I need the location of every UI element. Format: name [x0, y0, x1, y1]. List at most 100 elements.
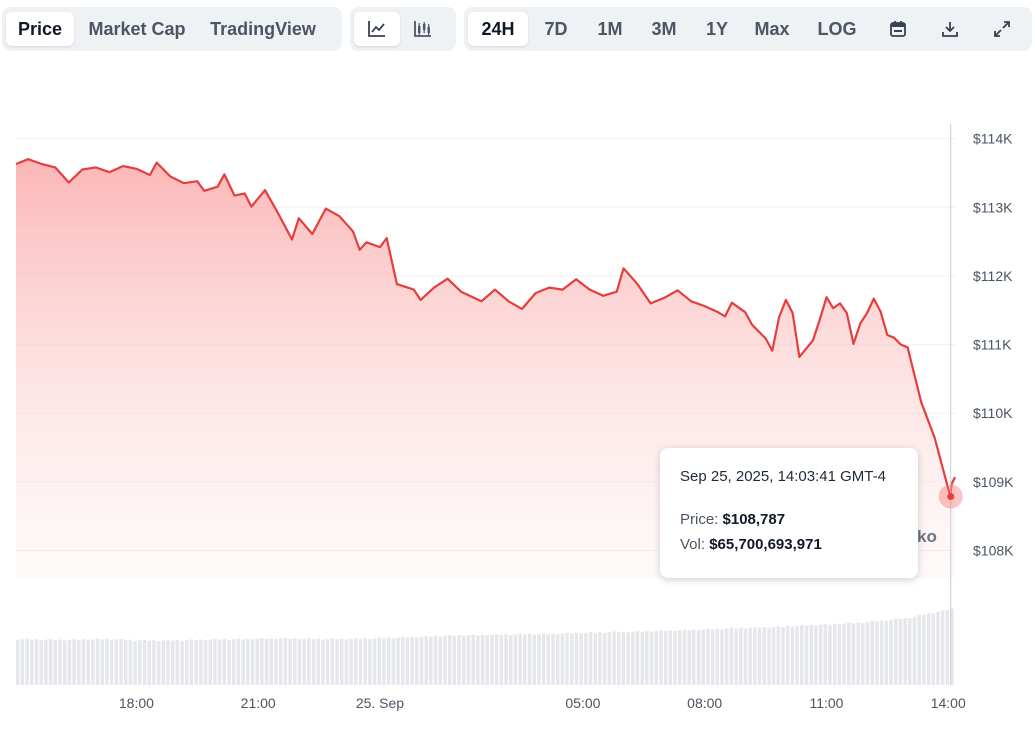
y-tick-label: $113K [973, 199, 1013, 215]
fullscreen-icon[interactable] [976, 12, 1028, 46]
volume-bar [264, 638, 269, 685]
volume-bar [828, 624, 832, 685]
volume-bar [105, 638, 109, 685]
volume-bar [724, 628, 729, 685]
volume-bar [654, 631, 659, 685]
volume-bar [297, 639, 302, 685]
range-7d[interactable]: 7D [544, 18, 568, 39]
range-1m[interactable]: 1M [597, 18, 623, 39]
volume-bar [302, 638, 306, 685]
volume-bar [194, 640, 198, 685]
volume-bar [565, 632, 569, 685]
volume-bar [804, 625, 809, 685]
volume-bar [640, 631, 644, 685]
chart-toolbar: Price Market Cap TradingView 24H 7D 1M 3… [2, 7, 1033, 53]
price-line[interactable] [15, 158, 956, 498]
volume-bar [696, 630, 701, 685]
volume-bar [785, 626, 790, 685]
volume-bar [476, 635, 480, 685]
tab-price[interactable]: Price [6, 12, 74, 46]
hover-point[interactable] [947, 493, 955, 501]
volume-bar [462, 635, 466, 685]
volume-bar [588, 631, 593, 685]
volume-bar [931, 613, 936, 685]
y-tick-label: $112K [973, 268, 1013, 284]
volume-bar [166, 639, 170, 685]
volume-bar [532, 634, 536, 685]
volume-bar [687, 630, 691, 685]
x-tick-label: 05:00 [565, 695, 600, 711]
volume-bar [790, 626, 795, 685]
volume-bar [246, 638, 250, 685]
volume-bar [236, 638, 241, 685]
y-tick-label: $109K [973, 474, 1014, 490]
volume-bar [283, 637, 288, 685]
volume-bar [659, 630, 663, 685]
volume-bar [386, 637, 391, 685]
volume-bar [818, 624, 823, 685]
volume-bar [663, 631, 668, 685]
tab-market-cap[interactable]: Market Cap [88, 18, 186, 39]
volume-bar [335, 639, 339, 685]
range-24h[interactable]: 24H [468, 12, 528, 46]
range-1y[interactable]: 1Y [705, 18, 729, 39]
volume-bar [368, 639, 372, 685]
volume-bar [621, 631, 626, 685]
volume-bar [382, 638, 386, 685]
volume-bar [922, 614, 926, 685]
volume-bar [405, 637, 410, 685]
volume-bar [147, 640, 151, 685]
candlestick-chart-icon[interactable] [400, 12, 446, 46]
y-tick-label: $111K [973, 337, 1012, 353]
volume-bar [682, 629, 687, 685]
log-scale-toggle[interactable]: LOG [817, 18, 857, 39]
range-3m[interactable]: 3M [651, 18, 677, 39]
volume-bar [161, 640, 166, 685]
x-tick-label: 25. Sep [356, 695, 404, 711]
volume-bar [419, 636, 424, 685]
volume-bar [908, 618, 912, 685]
volume-bar [710, 629, 715, 685]
tooltip-price-label: Price: [680, 511, 719, 528]
download-icon[interactable] [924, 12, 976, 46]
volume-bars [16, 608, 954, 685]
volume-bar [53, 640, 58, 685]
volume-bar [311, 639, 316, 685]
volume-bar [508, 635, 513, 685]
volume-bar [570, 633, 574, 685]
range-max[interactable]: Max [754, 18, 790, 39]
volume-bar [288, 638, 292, 685]
volume-bar [865, 622, 870, 685]
volume-bar [875, 621, 879, 685]
volume-bar [560, 633, 565, 685]
tab-tradingview[interactable]: TradingView [210, 18, 316, 39]
volume-bar [62, 640, 67, 685]
volume-bar [673, 631, 677, 685]
volume-bar [457, 635, 461, 685]
volume-bar [241, 639, 245, 685]
volume-bar [203, 640, 208, 685]
volume-bar [67, 639, 72, 685]
brand-watermark: ko [917, 527, 937, 546]
volume-bar [757, 627, 762, 685]
volume-bar [274, 639, 278, 685]
volume-bar [879, 620, 884, 685]
volume-bar [555, 634, 560, 685]
volume-bar [100, 639, 105, 685]
volume-bar [415, 637, 419, 685]
calendar-icon[interactable] [872, 12, 924, 46]
volume-bar [86, 640, 90, 685]
volume-bar [579, 633, 583, 685]
chart-type-group [350, 7, 456, 51]
volume-bar [250, 639, 255, 685]
volume-bar [898, 619, 903, 685]
volume-bar [593, 632, 597, 685]
volume-bar [701, 629, 705, 685]
volume-bar [715, 628, 720, 685]
volume-bar [494, 634, 499, 685]
price-tooltip: Sep 25, 2025, 14:03:41 GMT-4 Price: $108… [660, 448, 918, 578]
volume-bar [809, 624, 813, 685]
line-chart-icon[interactable] [354, 12, 400, 46]
volume-bar [170, 640, 175, 685]
